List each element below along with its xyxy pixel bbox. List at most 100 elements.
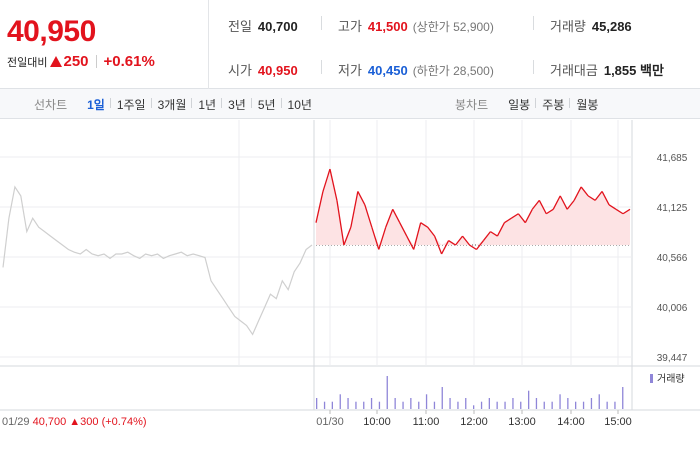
volume-bars: 거래량: [316, 373, 685, 409]
today-series-segment: [322, 168, 331, 192]
line-chart-tabs: 선차트 1일 1주일 3개월 1년 3년 5년 10년: [34, 89, 318, 119]
divider: [321, 60, 322, 74]
volume-bar: [425, 394, 428, 409]
y-tick-label: 39,447: [657, 353, 688, 364]
today-series-segment: [371, 226, 380, 250]
volume-bar: [520, 401, 522, 409]
today-series-segment: [601, 191, 610, 206]
x-tick-label: 13:00: [508, 416, 536, 428]
tab-3y[interactable]: 3년: [221, 96, 252, 113]
today-series-segment: [413, 222, 422, 250]
today-series-segment: [552, 195, 561, 210]
volume-bar: [543, 401, 545, 409]
stat-prev-close: 전일 40,700: [228, 16, 298, 35]
chart-grid: [0, 120, 700, 411]
stat-low: 저가 40,450 (하한가 28,500): [338, 60, 494, 79]
today-series-segment: [364, 204, 373, 228]
footer-date: 01/29: [2, 416, 33, 428]
volume-bar: [480, 401, 483, 409]
x-tick-label: 15:00: [604, 416, 632, 428]
tab-5y[interactable]: 5년: [250, 96, 282, 113]
today-area-fill: [316, 169, 630, 246]
stat-label: 저가: [338, 63, 362, 78]
candle-chart-title: 봉차트: [455, 97, 489, 112]
tab-monthly[interactable]: 월봉: [569, 96, 604, 113]
volume-bar: [355, 401, 357, 409]
volume-bar: [535, 398, 538, 409]
stat-value: 45,286: [591, 19, 632, 34]
volume-bar: [378, 401, 381, 409]
volume-bar: [614, 401, 616, 409]
footer-close: 40,700 ▲300 (+0.74%): [33, 416, 147, 428]
today-series-segment: [622, 208, 631, 215]
today-series-segment: [475, 240, 484, 250]
tab-10y[interactable]: 10년: [280, 96, 318, 113]
prev-day-series: [2, 185, 313, 336]
current-price: 40,950: [7, 15, 96, 48]
tab-3m[interactable]: 3개월: [150, 96, 193, 113]
tab-1w[interactable]: 1주일: [109, 96, 152, 113]
today-series-segment: [496, 222, 505, 237]
change-label: 전일대비: [7, 56, 48, 69]
x-tick-label: 01/30: [316, 416, 344, 428]
volume-legend-swatch: [650, 374, 653, 383]
volume-bar: [465, 398, 467, 409]
today-series-segment: [315, 191, 324, 223]
today-series-segment: [566, 199, 575, 210]
stat-label: 고가: [338, 19, 362, 34]
price-area: [316, 169, 630, 246]
volume-bar: [504, 401, 506, 409]
today-series-segment: [455, 235, 464, 246]
today-series-segment: [587, 195, 596, 201]
today-series-segment: [462, 235, 471, 246]
tab-1y[interactable]: 1년: [191, 96, 222, 113]
prev-day-footer: 01/29 40,700 ▲300 (+0.74%): [2, 416, 147, 428]
volume-bar: [370, 398, 373, 409]
today-series-segment: [608, 204, 617, 210]
today-series-segment: [531, 199, 540, 210]
volume-bar: [386, 376, 388, 409]
stat-amount: 거래대금 1,855 백만: [550, 60, 664, 79]
volume-bar: [582, 401, 585, 409]
volume-bar: [528, 390, 530, 409]
y-tick-label: 41,685: [657, 153, 688, 164]
volume-bar: [598, 394, 600, 409]
y-tick-label: 40,566: [657, 253, 688, 264]
stat-value: 1,855 백만: [603, 63, 664, 78]
volume-bar: [575, 401, 577, 409]
today-series-segment: [559, 195, 568, 210]
volume-bar: [339, 394, 341, 409]
volume-bar: [323, 401, 326, 409]
divider: [95, 55, 97, 68]
today-series-segment: [427, 226, 436, 237]
today-series-segment: [406, 235, 415, 250]
tab-1d[interactable]: 1일: [87, 97, 105, 112]
x-axis: 01/30 10:00 11:00 12:00 13:00 14:00 15:00 01/29…: [2, 410, 632, 428]
volume-bar: [449, 398, 451, 409]
today-series-segment: [336, 200, 345, 246]
quote-header: 40,950 전일대비 250 +0.61% 전일 40,700 고가 41,5…: [0, 0, 700, 89]
y-tick-label: 40,006: [657, 303, 688, 314]
price-summary: 40,950 전일대비 250 +0.61%: [0, 0, 209, 89]
volume-bar: [410, 398, 412, 409]
volume-bar: [567, 398, 569, 409]
volume-bar: [473, 405, 475, 409]
tab-daily[interactable]: 일봉: [508, 97, 531, 112]
today-series-segment: [378, 226, 387, 250]
volume-bar: [457, 401, 459, 409]
prev-day-line: [2, 185, 313, 336]
tab-weekly[interactable]: 주봉: [535, 96, 570, 113]
stat-volume: 거래량 45,286: [550, 16, 632, 35]
today-series-segment: [580, 186, 589, 197]
stat-label: 거래대금: [550, 63, 598, 78]
divider: [533, 16, 534, 30]
today-line: [315, 168, 631, 255]
upper-limit: (상한가 52,900): [412, 20, 494, 34]
today-series-segment: [329, 168, 338, 201]
price-chart: 41,685 41,125 40,566 40,006 39,447 거래량 01/30…: [0, 120, 700, 450]
today-series-segment: [538, 200, 547, 215]
today-series-segment: [482, 231, 491, 241]
stat-value: 40,950: [257, 63, 298, 78]
volume-bar: [441, 387, 443, 409]
divider: [533, 60, 534, 74]
